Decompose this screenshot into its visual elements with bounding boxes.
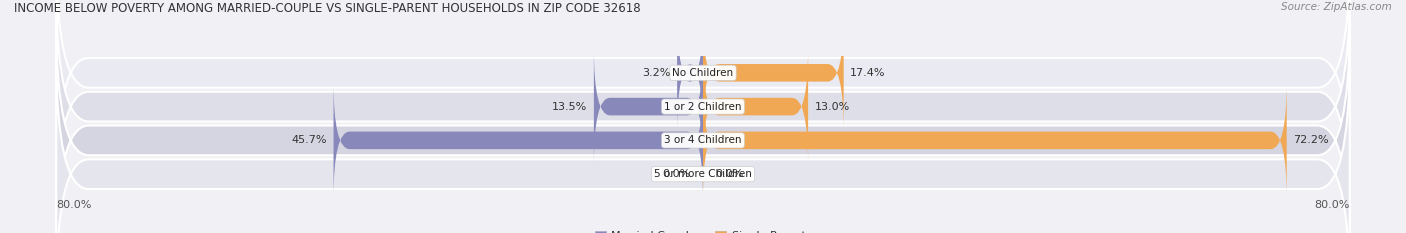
Text: 80.0%: 80.0% <box>56 200 91 210</box>
Text: 0.0%: 0.0% <box>662 169 690 179</box>
FancyBboxPatch shape <box>56 54 1350 233</box>
Text: 80.0%: 80.0% <box>1315 200 1350 210</box>
Text: 5 or more Children: 5 or more Children <box>654 169 752 179</box>
Text: 13.0%: 13.0% <box>814 102 849 112</box>
FancyBboxPatch shape <box>678 14 703 132</box>
Text: 13.5%: 13.5% <box>553 102 588 112</box>
FancyBboxPatch shape <box>333 82 703 199</box>
Text: No Children: No Children <box>672 68 734 78</box>
Text: 17.4%: 17.4% <box>851 68 886 78</box>
Text: Source: ZipAtlas.com: Source: ZipAtlas.com <box>1281 2 1392 12</box>
Text: 45.7%: 45.7% <box>291 135 328 145</box>
Text: 72.2%: 72.2% <box>1294 135 1329 145</box>
Text: 3.2%: 3.2% <box>643 68 671 78</box>
FancyBboxPatch shape <box>703 14 844 132</box>
FancyBboxPatch shape <box>56 0 1350 193</box>
FancyBboxPatch shape <box>56 20 1350 233</box>
Text: INCOME BELOW POVERTY AMONG MARRIED-COUPLE VS SINGLE-PARENT HOUSEHOLDS IN ZIP COD: INCOME BELOW POVERTY AMONG MARRIED-COUPL… <box>14 2 641 15</box>
Text: 0.0%: 0.0% <box>716 169 744 179</box>
FancyBboxPatch shape <box>703 48 808 165</box>
Legend: Married Couples, Single Parents: Married Couples, Single Parents <box>591 226 815 233</box>
FancyBboxPatch shape <box>703 82 1286 199</box>
FancyBboxPatch shape <box>56 0 1350 227</box>
Text: 3 or 4 Children: 3 or 4 Children <box>664 135 742 145</box>
FancyBboxPatch shape <box>593 48 703 165</box>
Text: 1 or 2 Children: 1 or 2 Children <box>664 102 742 112</box>
